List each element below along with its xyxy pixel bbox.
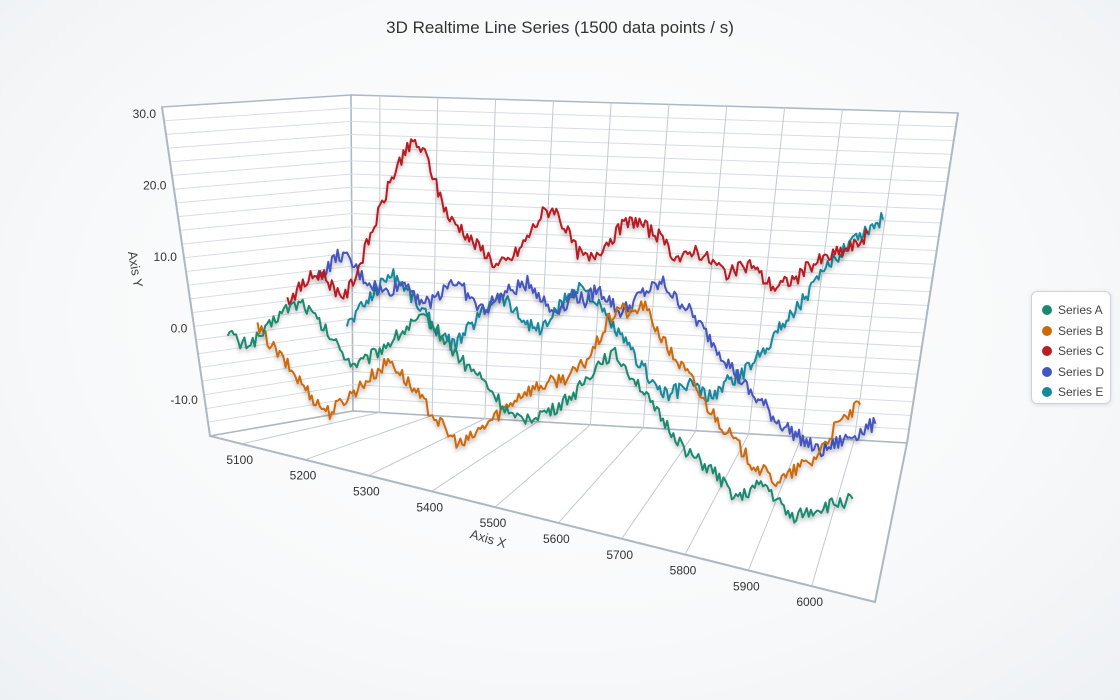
- gridline-horizontal: [351, 120, 954, 141]
- gridline-left-wall: [203, 371, 353, 396]
- legend-label: Series B: [1058, 323, 1104, 338]
- gridline-floor: [811, 439, 855, 587]
- gridline-horizontal: [352, 384, 912, 416]
- legend-label: Series D: [1058, 364, 1105, 379]
- gridline-horizontal: [352, 318, 922, 348]
- back-wall: [350, 94, 959, 444]
- x-tick-label: 6000: [796, 595, 823, 609]
- gridline-left-wall: [199, 344, 353, 368]
- gridline-horizontal: [351, 226, 937, 251]
- x-tick-label: 5400: [416, 500, 443, 514]
- y-tick-label: 0.0: [171, 322, 188, 336]
- legend-item-series-b[interactable]: Series B: [1042, 321, 1110, 342]
- gridline-horizontal: [351, 160, 948, 183]
- gridline-left-wall: [163, 107, 352, 122]
- x-tick-label: 5100: [226, 453, 253, 467]
- legend-label: Series C: [1058, 344, 1105, 359]
- series-line-series-e: [345, 212, 884, 403]
- gridline-left-wall: [207, 397, 353, 423]
- gridline-vertical: [537, 100, 554, 422]
- gridline-left-wall: [201, 357, 353, 382]
- gridline-left-wall: [175, 186, 352, 204]
- legend-marker: [1042, 305, 1052, 316]
- legend-marker: [1042, 387, 1052, 398]
- legend: Series A Series B Series C Series D Series E: [1031, 291, 1111, 404]
- gridline-left-wall: [181, 226, 352, 245]
- gridline-floor: [304, 415, 433, 461]
- legend-item-series-a[interactable]: Series A: [1042, 300, 1110, 321]
- gridline-left-wall: [165, 120, 352, 135]
- gridline-left-wall: [167, 134, 352, 149]
- gridline-vertical: [378, 95, 381, 413]
- grid-lines: [163, 95, 956, 587]
- gridline-horizontal: [351, 199, 942, 224]
- gridline-horizontal: [351, 134, 952, 155]
- chart-title: 3D Realtime Line Series (1500 data point…: [386, 18, 734, 37]
- series-line-series-b: [256, 300, 862, 488]
- gridline-left-wall: [183, 239, 352, 259]
- x-tick-label: 5900: [733, 579, 760, 593]
- axis-ticks: 5100 5200 5300 5400 5500 5600 5700 5800 5900 6000…: [133, 107, 824, 609]
- gridline-left-wall: [177, 199, 352, 218]
- gridline-floor: [494, 424, 591, 508]
- gridline-floor: [368, 418, 486, 476]
- y-tick-label: -10.0: [170, 393, 198, 407]
- legend-label: Series A: [1058, 303, 1103, 318]
- frame-edge: [161, 106, 959, 604]
- legend-label: Series E: [1058, 385, 1104, 400]
- gridline-floor: [557, 427, 644, 524]
- x-tick-label: 5700: [606, 548, 633, 562]
- gridline-left-wall: [173, 173, 352, 190]
- gridline-horizontal: [351, 147, 950, 169]
- y-axis-title: Axis Y: [125, 250, 146, 289]
- gridline-floor: [684, 433, 750, 555]
- x-tick-label: 5200: [290, 469, 317, 483]
- series-line-series-a: [226, 298, 854, 524]
- gridline-horizontal: [352, 265, 931, 293]
- y-tick-label: 20.0: [143, 179, 167, 193]
- gridline-vertical: [431, 97, 439, 416]
- gridline-left-wall: [169, 147, 352, 163]
- y-tick-label: 30.0: [133, 107, 157, 121]
- y-tick-label: 10.0: [154, 250, 178, 264]
- series-line-series-c: [286, 138, 869, 306]
- gridline-left-wall: [185, 252, 353, 272]
- gridline-floor: [241, 412, 380, 445]
- gridline-horizontal: [351, 186, 944, 210]
- series-lines[interactable]: [226, 138, 884, 524]
- gridline-left-wall: [189, 278, 353, 300]
- legend-marker: [1042, 346, 1052, 357]
- gridline-horizontal: [351, 173, 946, 196]
- gridline-horizontal: [351, 252, 933, 279]
- gridline-left-wall: [171, 160, 352, 177]
- gridline-vertical: [748, 107, 786, 434]
- legend-item-series-e[interactable]: Series E: [1042, 382, 1110, 403]
- gridline-horizontal: [352, 305, 925, 334]
- gridline-vertical: [800, 109, 843, 437]
- gridline-horizontal: [352, 371, 914, 403]
- series-line-series-d: [316, 248, 877, 458]
- gridline-floor: [431, 421, 538, 492]
- x-tick-label: 5600: [543, 532, 570, 546]
- legend-marker: [1042, 325, 1052, 336]
- gridline-horizontal: [351, 213, 939, 238]
- x-tick-label: 5500: [480, 516, 507, 530]
- gridline-horizontal: [352, 357, 916, 389]
- gridline-left-wall: [195, 318, 353, 341]
- x-tick-label: 5300: [353, 485, 380, 499]
- gridline-left-wall: [205, 384, 353, 410]
- legend-item-series-d[interactable]: Series D: [1042, 362, 1110, 383]
- x-tick-label: 5800: [670, 564, 697, 578]
- legend-marker: [1042, 366, 1052, 377]
- gridline-vertical: [853, 111, 901, 441]
- gridline-horizontal: [351, 107, 956, 128]
- gridline-floor: [747, 436, 802, 571]
- gridline-horizontal: [352, 397, 910, 430]
- gridline-left-wall: [191, 292, 353, 314]
- gridline-vertical: [695, 106, 728, 431]
- gridline-left-wall: [179, 213, 352, 231]
- legend-item-series-c[interactable]: Series C: [1042, 341, 1110, 362]
